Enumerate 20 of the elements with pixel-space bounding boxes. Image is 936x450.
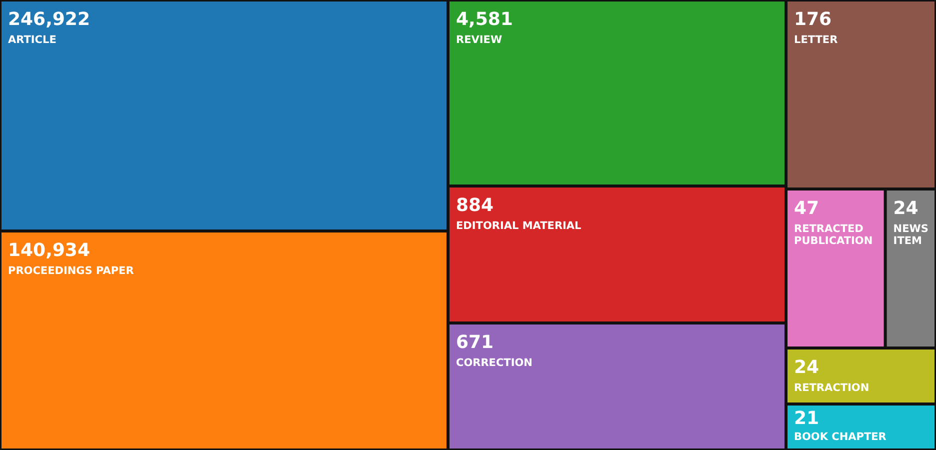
data-label: 140,934 [8, 240, 90, 261]
category-label: LETTER [794, 34, 838, 46]
data-label: 176 [794, 9, 832, 30]
category-label: ARTICLE [8, 34, 56, 46]
data-label: 47 [794, 198, 820, 219]
data-label: 4,581 [456, 9, 513, 30]
category-label: PROCEEDINGS PAPER [8, 265, 134, 277]
data-label: 884 [456, 195, 494, 216]
data-label: 21 [794, 408, 820, 429]
data-label: 671 [456, 332, 494, 353]
category-label: NEWS ITEM [893, 223, 928, 247]
category-label: RETRACTED PUBLICATION [794, 223, 873, 247]
category-label: RETRACTION [794, 382, 870, 394]
category-label: EDITORIAL MATERIAL [456, 220, 582, 232]
data-label: 24 [794, 357, 820, 378]
category-label: BOOK CHAPTER [794, 431, 886, 443]
category-label: REVIEW [456, 34, 502, 46]
category-label: CORRECTION [456, 357, 532, 369]
data-label: 24 [893, 198, 918, 219]
data-label: 246,922 [8, 9, 90, 30]
